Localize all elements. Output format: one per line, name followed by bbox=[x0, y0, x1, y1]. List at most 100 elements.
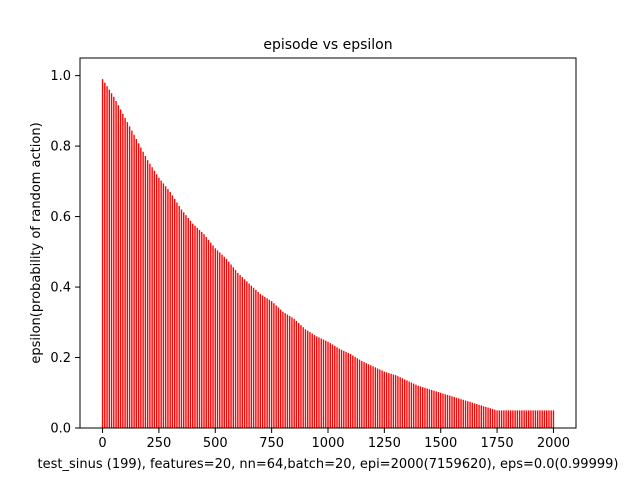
y-tick-label: 0.6 bbox=[50, 210, 71, 225]
epsilon-bar bbox=[410, 382, 413, 428]
epsilon-bar bbox=[408, 381, 410, 428]
epsilon-bar bbox=[214, 248, 216, 428]
epsilon-bar bbox=[449, 395, 451, 428]
epsilon-bar bbox=[113, 96, 115, 428]
epsilon-bar bbox=[185, 215, 187, 428]
epsilon-bar bbox=[361, 361, 363, 428]
epsilon-bar bbox=[180, 209, 183, 428]
epsilon-bar bbox=[503, 410, 505, 428]
epsilon-bar bbox=[119, 109, 122, 428]
epsilon-bar bbox=[482, 406, 485, 428]
epsilon-bar bbox=[345, 351, 347, 428]
epsilon-bar bbox=[376, 368, 379, 428]
x-tick-label: 1500 bbox=[424, 436, 457, 451]
epsilon-bar bbox=[460, 399, 462, 428]
epsilon-bar bbox=[160, 180, 162, 428]
epsilon-bar bbox=[318, 337, 320, 428]
epsilon-bar bbox=[440, 392, 442, 428]
epsilon-bar bbox=[282, 311, 284, 428]
epsilon-bar bbox=[379, 369, 381, 428]
epsilon-bar bbox=[509, 410, 512, 428]
epsilon-bar bbox=[374, 367, 377, 428]
epsilon-bar bbox=[241, 277, 244, 428]
epsilon-bar bbox=[192, 223, 194, 428]
epsilon-bar bbox=[207, 239, 210, 428]
epsilon-bar bbox=[151, 167, 153, 429]
epsilon-bar bbox=[543, 410, 546, 428]
epsilon-bar bbox=[464, 400, 467, 428]
epsilon-bar bbox=[108, 89, 111, 429]
epsilon-bar bbox=[173, 198, 176, 428]
epsilon-bar bbox=[286, 314, 289, 428]
epsilon-bar bbox=[146, 160, 149, 428]
epsilon-bar bbox=[532, 410, 534, 428]
epsilon-bar bbox=[228, 261, 230, 428]
epsilon-bar bbox=[246, 281, 248, 428]
epsilon-bar bbox=[491, 408, 494, 428]
epsilon-bar bbox=[356, 358, 359, 428]
epsilon-bar bbox=[331, 344, 334, 428]
epsilon-bar bbox=[158, 177, 160, 428]
epsilon-bar bbox=[311, 333, 313, 428]
epsilon-bar bbox=[237, 272, 239, 428]
epsilon-bar bbox=[320, 338, 322, 428]
epsilon-bar bbox=[104, 82, 106, 429]
epsilon-bar bbox=[358, 359, 361, 428]
epsilon-bar bbox=[252, 287, 255, 428]
epsilon-bar bbox=[469, 401, 471, 428]
epsilon-bar bbox=[494, 409, 496, 428]
epsilon-bar bbox=[534, 410, 537, 428]
epsilon-bar bbox=[453, 396, 455, 428]
x-axis-label: test_sinus (199), features=20, nn=64,bat… bbox=[38, 457, 619, 472]
epsilon-bar bbox=[302, 327, 304, 428]
epsilon-bar bbox=[126, 122, 129, 428]
epsilon-bar bbox=[525, 410, 528, 428]
epsilon-bar bbox=[489, 408, 492, 428]
epsilon-bar bbox=[128, 126, 131, 429]
epsilon-bar bbox=[545, 410, 548, 428]
epsilon-bar bbox=[307, 330, 309, 428]
epsilon-bar bbox=[205, 237, 207, 428]
epsilon-bar bbox=[352, 355, 354, 428]
epsilon-bar bbox=[277, 307, 280, 428]
epsilon-bar bbox=[381, 370, 383, 428]
epsilon-bar bbox=[336, 347, 338, 428]
epsilon-bar bbox=[288, 315, 291, 428]
epsilon-bar bbox=[521, 410, 523, 428]
epsilon-bar bbox=[189, 220, 192, 428]
epsilon-bar bbox=[541, 410, 543, 428]
epsilon-bar bbox=[480, 405, 483, 428]
epsilon-bar bbox=[485, 406, 487, 428]
epsilon-bar bbox=[444, 394, 446, 428]
epsilon-bar bbox=[124, 117, 126, 429]
epsilon-bar bbox=[388, 373, 390, 428]
epsilon-bar bbox=[419, 386, 422, 428]
epsilon-bar bbox=[394, 375, 397, 428]
epsilon-bar bbox=[273, 303, 275, 428]
epsilon-bar bbox=[187, 217, 189, 428]
epsilon-bar bbox=[155, 174, 158, 428]
epsilon-bar bbox=[153, 170, 156, 428]
epsilon-bar bbox=[135, 139, 138, 429]
epsilon-bar bbox=[284, 313, 286, 428]
epsilon-bar bbox=[334, 345, 336, 428]
epsilon-bar bbox=[462, 399, 464, 428]
x-tick-label: 1750 bbox=[481, 436, 514, 451]
epsilon-bar bbox=[243, 279, 246, 428]
y-axis-label: epsilon(probability of random action) bbox=[29, 122, 44, 363]
epsilon-bar bbox=[293, 318, 295, 428]
epsilon-bar bbox=[201, 232, 203, 428]
epsilon-bar bbox=[221, 254, 223, 428]
epsilon-bar bbox=[412, 383, 415, 428]
epsilon-bar bbox=[514, 410, 516, 428]
epsilon-bar bbox=[421, 387, 424, 428]
epsilon-bar bbox=[417, 385, 419, 428]
epsilon-bar bbox=[234, 270, 237, 428]
epsilon-bar bbox=[505, 410, 507, 428]
epsilon-bar bbox=[248, 283, 250, 428]
epsilon-bar bbox=[255, 289, 257, 428]
epsilon-bar bbox=[275, 305, 277, 428]
x-axis: 0 250 500 750 1000 1250 1500 1750 2000 bbox=[98, 428, 570, 451]
epsilon-bar bbox=[230, 264, 232, 428]
epsilon-bar bbox=[478, 404, 480, 428]
